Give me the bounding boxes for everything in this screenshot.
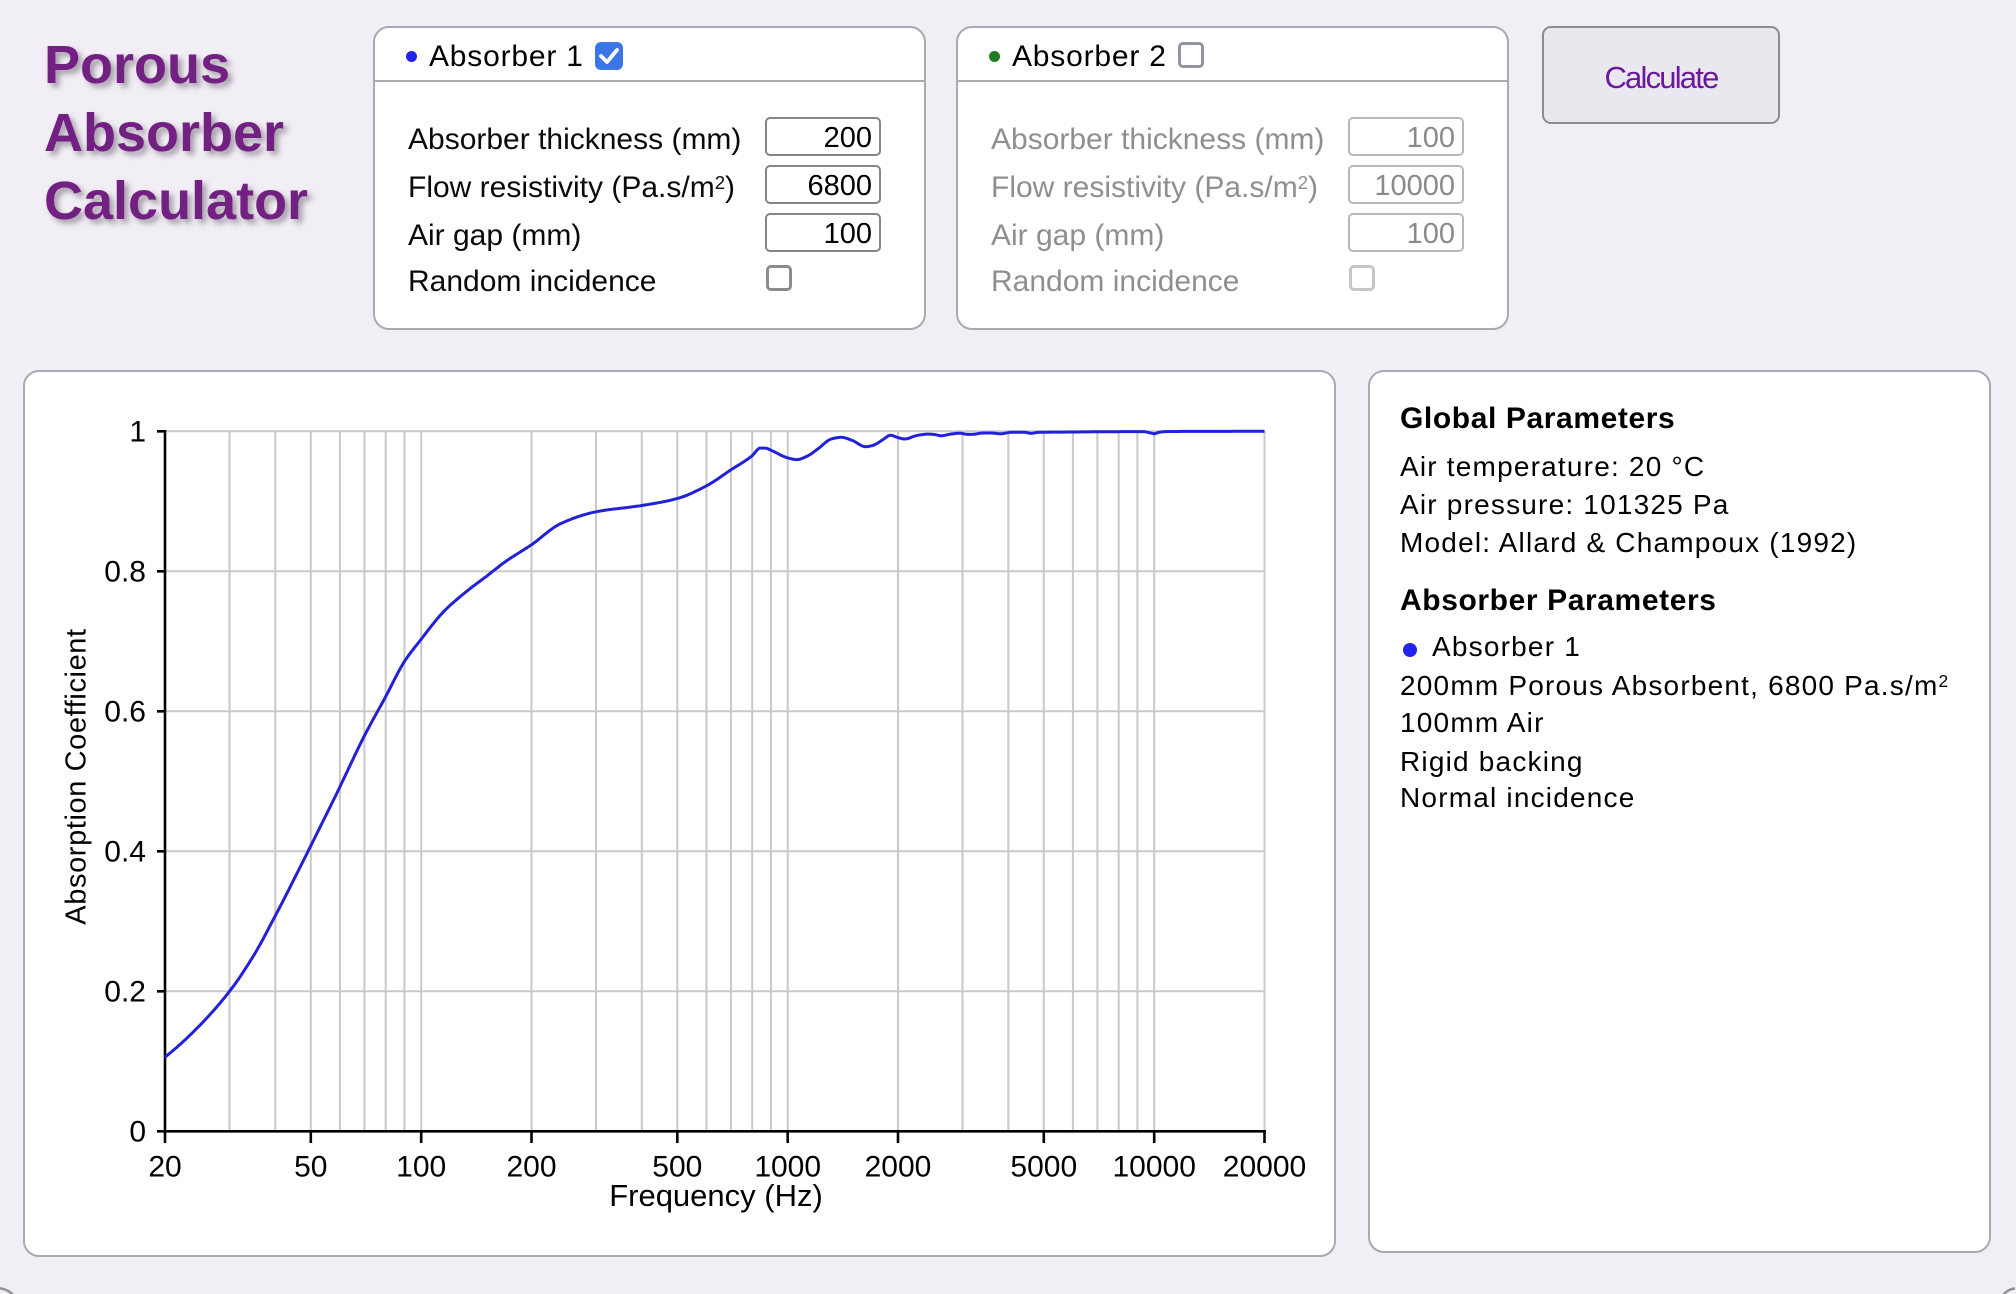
svg-text:0: 0: [129, 1116, 146, 1149]
svg-text:20: 20: [148, 1151, 181, 1184]
svg-text:1000: 1000: [754, 1151, 821, 1184]
svg-text:1: 1: [129, 416, 146, 449]
svg-text:10000: 10000: [1112, 1151, 1195, 1184]
svg-text:0.8: 0.8: [104, 556, 146, 589]
svg-text:100: 100: [396, 1151, 446, 1184]
svg-text:2000: 2000: [865, 1151, 932, 1184]
svg-text:500: 500: [652, 1151, 702, 1184]
svg-text:0.2: 0.2: [104, 976, 146, 1009]
svg-text:20000: 20000: [1223, 1151, 1306, 1184]
svg-text:Absorption Coefficient: Absorption Coefficient: [61, 628, 93, 924]
svg-text:Frequency (Hz): Frequency (Hz): [609, 1178, 823, 1213]
svg-text:0.4: 0.4: [104, 836, 146, 869]
svg-text:5000: 5000: [1010, 1151, 1077, 1184]
svg-text:0.6: 0.6: [104, 696, 146, 729]
svg-text:200: 200: [506, 1151, 556, 1184]
svg-text:50: 50: [294, 1151, 327, 1184]
